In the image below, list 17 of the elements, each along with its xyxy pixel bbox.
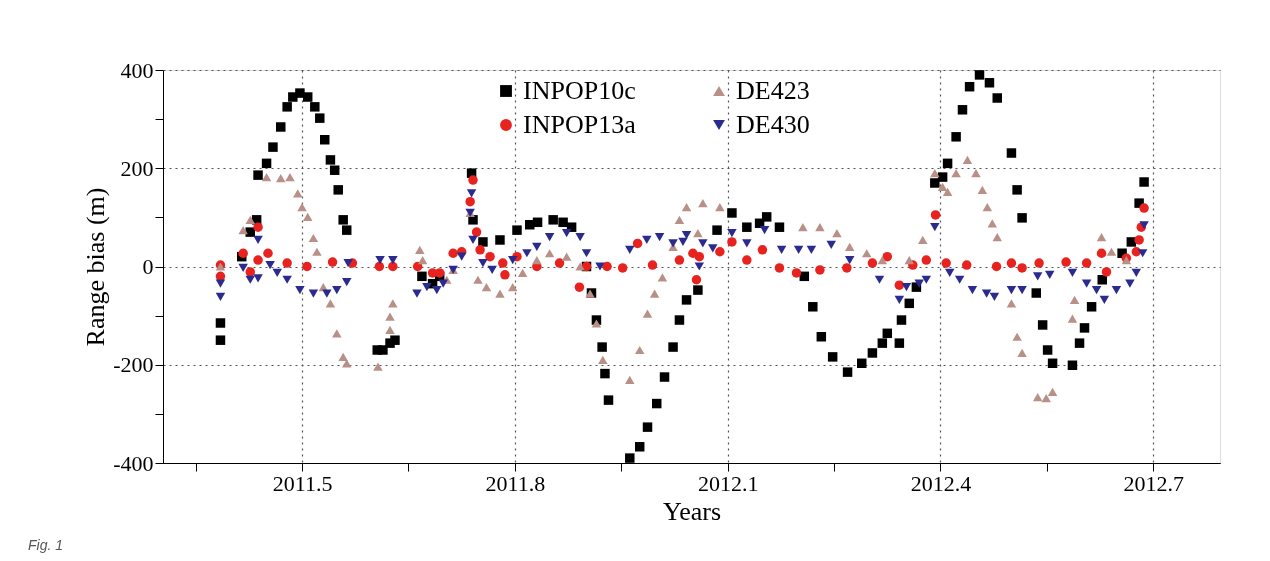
x-axis-title: Years (662, 496, 722, 526)
y-tick-label: 400 (120, 57, 154, 83)
legend-label: DE423 (736, 76, 810, 105)
y-tick-label: -200 (113, 352, 154, 378)
legend-label: INPOP10c (523, 76, 636, 105)
x-tick-label: 2011.8 (485, 470, 546, 496)
y-tick-label: 0 (142, 254, 154, 279)
x-tick-label: 2012.7 (1123, 470, 1185, 496)
y-axis-title: Range bias (m) (81, 187, 111, 347)
x-tick-label: 2012.1 (697, 470, 759, 496)
y-tick-label: 200 (120, 155, 154, 181)
caption: Fig. 1 (28, 537, 64, 553)
legend-label: DE430 (736, 110, 810, 139)
y-tick-label: -400 (113, 450, 154, 476)
x-tick-label: 2012.4 (910, 470, 972, 496)
legend-label: INPOP13a (523, 110, 637, 139)
x-tick-label: 2011.5 (272, 470, 333, 496)
